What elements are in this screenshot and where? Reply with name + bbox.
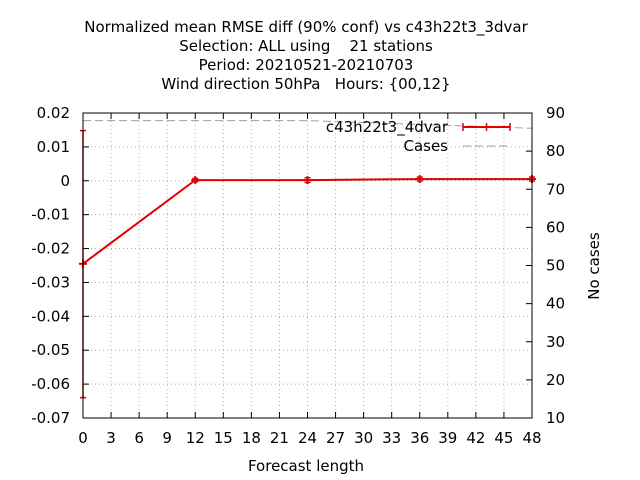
x-tick-label: 15 <box>214 429 233 447</box>
x-tick-label: 33 <box>382 429 401 447</box>
x-tick-label: 48 <box>522 429 541 447</box>
y2-tick-label: 10 <box>546 409 565 427</box>
y2-tick-label: 50 <box>546 257 565 275</box>
y-tick-label: -0.01 <box>31 206 70 224</box>
cases-series <box>83 120 533 129</box>
x-tick-label: 3 <box>106 429 116 447</box>
legend: c43h22t3_4dvar Cases <box>326 118 511 155</box>
y2-tick-label: 40 <box>546 295 565 313</box>
y2-tick-label: 80 <box>546 142 565 160</box>
y2-tick-label: 60 <box>546 218 565 236</box>
x-axis-ticks: 0 3 6 9 12 15 18 21 24 27 30 33 36 39 42 45 48 <box>78 113 542 447</box>
y2-tick-label: 20 <box>546 371 565 389</box>
y-tick-label: 0 <box>60 172 70 190</box>
y2-axis-label: No cases <box>585 232 603 300</box>
y-tick-label: -0.06 <box>31 375 70 393</box>
y-tick-label: -0.05 <box>31 341 70 359</box>
y-tick-label: -0.07 <box>31 409 70 427</box>
y-tick-label: 0.02 <box>37 104 70 122</box>
x-tick-label: 39 <box>438 429 457 447</box>
chart-title-line-1: Normalized mean RMSE diff (90% conf) vs … <box>84 18 528 37</box>
legend-sample-series-1 <box>462 123 511 131</box>
y2-tick-label: 90 <box>546 104 565 122</box>
x-tick-label: 36 <box>410 429 429 447</box>
x-tick-label: 27 <box>326 429 345 447</box>
y-tick-label: -0.03 <box>31 273 70 291</box>
legend-label-series-1: c43h22t3_4dvar <box>326 118 449 137</box>
x-tick-label: 9 <box>162 429 172 447</box>
x-tick-label: 6 <box>134 429 144 447</box>
x-tick-label: 12 <box>186 429 205 447</box>
x-tick-label: 42 <box>466 429 485 447</box>
x-tick-label: 0 <box>78 429 88 447</box>
x-tick-label: 45 <box>494 429 513 447</box>
y-tick-label: 0.01 <box>37 138 70 156</box>
cases-line <box>83 120 533 129</box>
legend-label-cases: Cases <box>403 137 448 155</box>
y-axis-ticks: -0.07 -0.06 -0.05 -0.04 -0.03 -0.02 -0.01 0 0.01… <box>31 104 89 427</box>
chart-title-line-3: Period: 20210521-20210703 <box>199 56 414 74</box>
chart-title-line-4: Wind direction 50hPa Hours: {00,12} <box>161 75 450 93</box>
x-tick-label: 24 <box>298 429 317 447</box>
chart-title-line-2: Selection: ALL using 21 stations <box>179 37 433 55</box>
x-tick-label: 21 <box>270 429 289 447</box>
chart-title-block: Normalized mean RMSE diff (90% conf) vs … <box>84 18 528 93</box>
y-tick-label: -0.04 <box>31 307 70 325</box>
x-axis-label: Forecast length <box>248 457 364 475</box>
grid <box>83 113 532 418</box>
y2-tick-label: 30 <box>546 333 565 351</box>
x-tick-label: 18 <box>242 429 261 447</box>
y2-tick-label: 70 <box>546 180 565 198</box>
y2-axis-ticks: 10 20 30 40 50 60 70 80 90 <box>526 104 565 427</box>
x-tick-label: 30 <box>354 429 373 447</box>
y-tick-label: -0.02 <box>31 240 70 258</box>
